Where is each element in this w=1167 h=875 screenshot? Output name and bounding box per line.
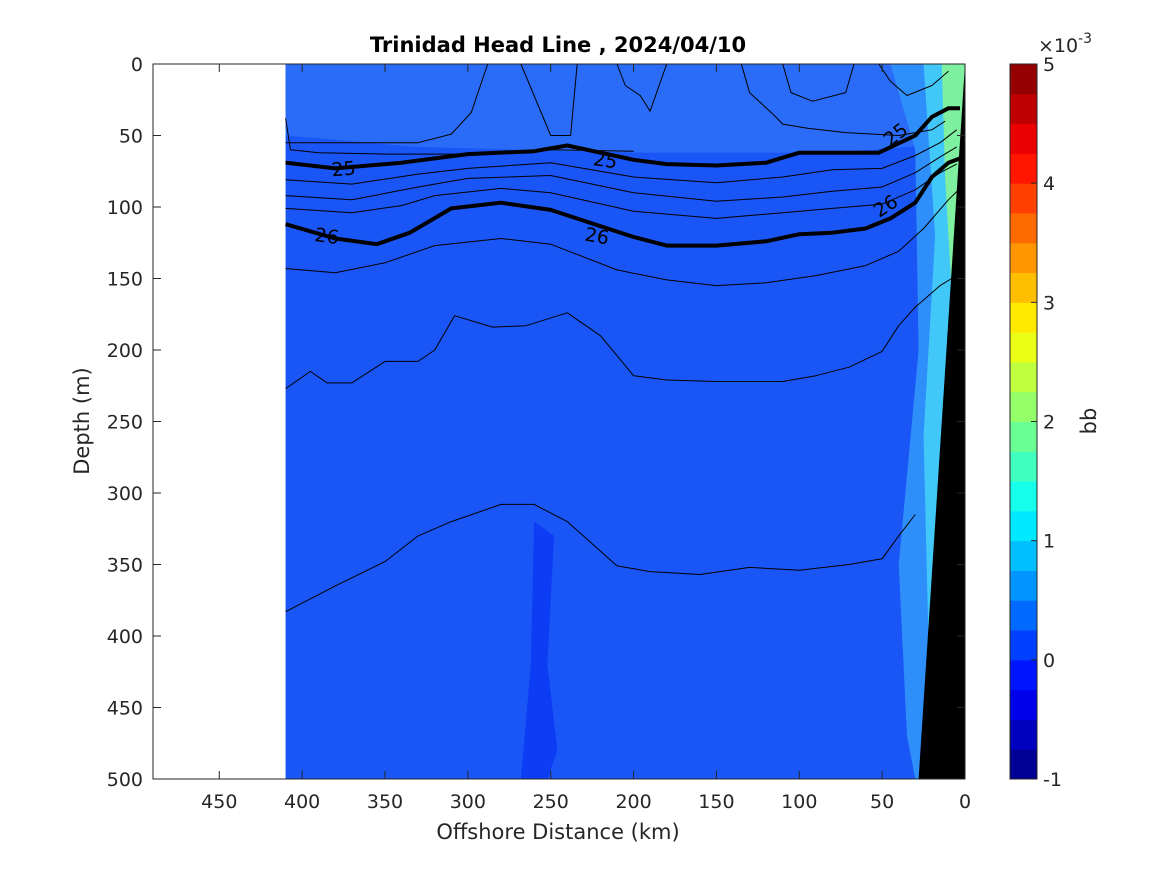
colorbar-tick-label: 3 (1043, 292, 1055, 314)
y-tick-label: 350 (107, 555, 143, 577)
colorbar (1010, 64, 1037, 780)
colorbar-level (1010, 540, 1037, 571)
y-tick-label: 300 (107, 483, 143, 505)
isopycnal-thin-2 (285, 129, 958, 185)
colorbar-level (1010, 93, 1037, 125)
y-tick-label: 50 (119, 126, 143, 148)
x-axis-label: Offshore Distance (km) (436, 820, 679, 844)
colorbar-ticks: 5 4 3 2 1 0 -1 (1031, 54, 1062, 791)
isopycnal-thin-4 (285, 163, 957, 219)
x-tick-label: 400 (284, 791, 320, 813)
y-tick-label: 250 (107, 412, 143, 434)
colorbar-level (1010, 183, 1037, 214)
x-tick-label: 250 (533, 791, 569, 813)
x-tick-label: 300 (450, 791, 486, 813)
y-tick-label: 150 (107, 269, 143, 291)
y-tick-label: 0 (131, 54, 143, 76)
isopycnal-26 (285, 156, 961, 248)
seafloor-bathymetry (918, 64, 965, 779)
field-low-patch (520, 521, 558, 779)
colorbar-level (1010, 212, 1037, 244)
colorbar-exponent-base: ×10 (1038, 35, 1078, 57)
isopycnal-25 (285, 106, 960, 171)
colorbar-level (1010, 242, 1037, 274)
isopycnal-thin-5 (285, 188, 961, 287)
colorbar-level (1010, 64, 1037, 95)
contour-label: 25 (331, 157, 357, 181)
colorbar-tick-label: 5 (1043, 54, 1055, 76)
isopycnal-thin-3 (285, 146, 957, 202)
colorbar-level (1010, 510, 1037, 542)
colorbar-exponent-power: -3 (1078, 31, 1092, 47)
y-axis-label: Depth (m) (70, 367, 94, 474)
colorbar-level (1010, 659, 1037, 691)
colorbar-tick-label: 4 (1043, 173, 1055, 195)
isopycnal-thin-10 (520, 64, 578, 136)
colorbar-level (1010, 719, 1037, 750)
colorbar-tick-label: -1 (1043, 769, 1062, 791)
colorbar-tick-label: 2 (1043, 412, 1055, 434)
colorbar-level (1010, 749, 1037, 780)
colorbar-level (1010, 689, 1037, 720)
x-axis-ticks: 450 400 350 300 250 200 150 100 50 0 (201, 64, 971, 813)
isopycnal-thin-9 (285, 64, 489, 144)
x-tick-label: 50 (870, 791, 894, 813)
isopycnal-thin-14 (878, 64, 949, 96)
colorbar-level (1010, 272, 1037, 303)
colorbar-level (1010, 481, 1037, 512)
colorbar-level (1010, 332, 1037, 363)
isopycnal-thin-11 (616, 64, 668, 112)
y-tick-label: 100 (107, 197, 143, 219)
contour-label: 26 (583, 224, 611, 250)
colorbar-level (1010, 451, 1037, 482)
isopycnal-thin-12 (740, 64, 946, 136)
x-tick-label: 450 (201, 791, 237, 813)
isopycnal-thin-7 (285, 503, 916, 613)
colorbar-label: bb (1077, 408, 1101, 435)
x-tick-label: 0 (959, 791, 971, 813)
field-surface-layer (285, 64, 965, 153)
colorbar-tick-label: 0 (1043, 650, 1055, 672)
y-tick-label: 200 (107, 340, 143, 362)
colorbar-level (1010, 361, 1037, 393)
isopycnal-thin-8 (285, 118, 634, 155)
colorbar-level (1010, 153, 1037, 184)
contour-label: 25 (592, 148, 619, 173)
colorbar-level (1010, 391, 1037, 422)
isopycnal-contours (285, 64, 961, 613)
y-axis-ticks: 0 50 100 150 200 250 300 350 400 450 500 (107, 54, 965, 791)
contour-label: 26 (313, 224, 340, 249)
x-tick-label: 350 (367, 791, 403, 813)
bb-field (285, 64, 965, 779)
isopycnal-thin-13 (782, 64, 855, 102)
colorbar-level (1010, 570, 1037, 601)
seafloor-wedge (918, 64, 965, 779)
y-tick-label: 450 (107, 698, 143, 720)
y-tick-label: 500 (107, 769, 143, 791)
colorbar-level (1010, 123, 1037, 154)
field-base (285, 64, 965, 779)
x-tick-label: 100 (781, 791, 817, 813)
x-tick-label: 150 (698, 791, 734, 813)
colorbar-exponent: ×10-3 (1038, 31, 1092, 57)
y-tick-label: 400 (107, 626, 143, 648)
isopycnal-thin-6 (285, 278, 952, 390)
colorbar-level (1010, 302, 1037, 333)
chart-title: Trinidad Head Line , 2024/04/10 (370, 33, 746, 57)
colorbar-tick-label: 1 (1043, 531, 1055, 553)
colorbar-level (1010, 600, 1037, 631)
x-tick-label: 200 (615, 791, 651, 813)
colorbar-level (1010, 421, 1037, 452)
colorbar-level (1010, 630, 1037, 661)
